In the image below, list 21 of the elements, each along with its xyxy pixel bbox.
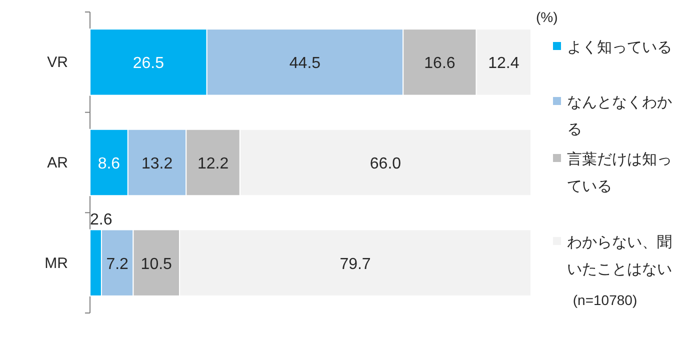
legend-label: 言葉だけは知っている	[567, 151, 672, 195]
data-label: 12.2	[197, 156, 229, 172]
legend-label: なんとなくわかる	[567, 94, 672, 138]
data-label: 79.7	[340, 256, 371, 273]
legend-label: わからない、聞いたことはない	[567, 234, 672, 278]
data-label: 16.6	[424, 55, 456, 72]
legend-label: よく知っている	[567, 39, 672, 56]
y-tick-label: VR	[47, 54, 68, 72]
data-label: 66.0	[370, 156, 402, 172]
text: (%)	[536, 9, 558, 25]
data-label: 44.5	[289, 55, 321, 72]
text: (n=10780)	[572, 292, 638, 308]
data-label: 8.6	[98, 156, 120, 172]
y-tick-label: AR	[47, 154, 68, 172]
data-label: 2.6	[90, 212, 112, 229]
data-label: 26.5	[132, 55, 164, 72]
data-label: 7.2	[106, 256, 129, 273]
y-tick-label: MR	[44, 254, 68, 272]
data-label: 12.4	[488, 55, 520, 72]
data-label: 13.2	[141, 156, 173, 172]
data-label: 10.5	[140, 256, 172, 273]
